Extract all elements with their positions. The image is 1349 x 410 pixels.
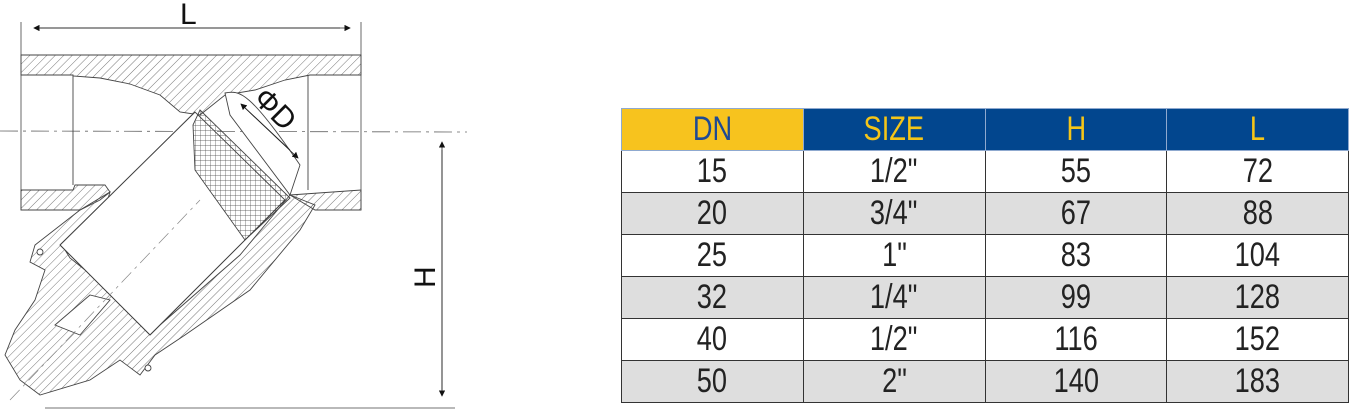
- cell-size: 2": [802, 360, 986, 403]
- cell-size: 1": [802, 234, 986, 277]
- cell-dn: 32: [621, 276, 804, 319]
- header-l: L: [1166, 108, 1349, 151]
- y-strainer-drawing: L ΦD H: [0, 0, 468, 409]
- cell-l: 128: [1166, 276, 1349, 319]
- cell-l: 88: [1166, 192, 1349, 235]
- valve-body: [4, 54, 362, 396]
- table-row: 32 1/4" 99 128: [621, 276, 1349, 319]
- length-dimension: L: [20, 0, 362, 210]
- table-header-row: DN SIZE H L: [621, 108, 1349, 151]
- header-size: SIZE: [802, 108, 986, 151]
- height-dimension: H: [45, 141, 455, 409]
- cell-l: 183: [1166, 360, 1349, 403]
- table-row: 40 1/2" 116 152: [621, 318, 1349, 361]
- cell-h: 140: [984, 360, 1168, 403]
- cell-dn: 50: [621, 360, 804, 403]
- cell-l: 104: [1166, 234, 1349, 277]
- cell-size: 1/4": [802, 276, 986, 319]
- cell-size: 1/2": [802, 150, 986, 193]
- centerline: [0, 130, 468, 133]
- table-row: 50 2" 140 183: [621, 360, 1349, 403]
- cell-l: 152: [1166, 318, 1349, 361]
- cell-size: 3/4": [802, 192, 986, 235]
- header-h: H: [984, 108, 1168, 151]
- table-row: 20 3/4" 67 88: [621, 192, 1349, 235]
- cell-dn: 40: [621, 318, 804, 361]
- table-row: 15 1/2" 55 72: [621, 150, 1349, 193]
- cell-size: 1/2": [802, 318, 986, 361]
- cell-dn: 20: [621, 192, 804, 235]
- spec-table: DN SIZE H L 15 1/2" 55 72 20 3/4" 67 88 25 1" 83 10…: [621, 108, 1349, 403]
- cell-h: 83: [984, 234, 1168, 277]
- table-row: 25 1" 83 104: [621, 234, 1349, 277]
- cell-dn: 25: [621, 234, 804, 277]
- cell-h: 67: [984, 192, 1168, 235]
- cell-h: 55: [984, 150, 1168, 193]
- height-label: H: [409, 266, 442, 288]
- length-label: L: [180, 0, 197, 31]
- cell-h: 99: [984, 276, 1168, 319]
- header-dn: DN: [621, 108, 804, 151]
- cell-l: 72: [1166, 150, 1349, 193]
- cell-dn: 15: [621, 150, 804, 193]
- cell-h: 116: [984, 318, 1168, 361]
